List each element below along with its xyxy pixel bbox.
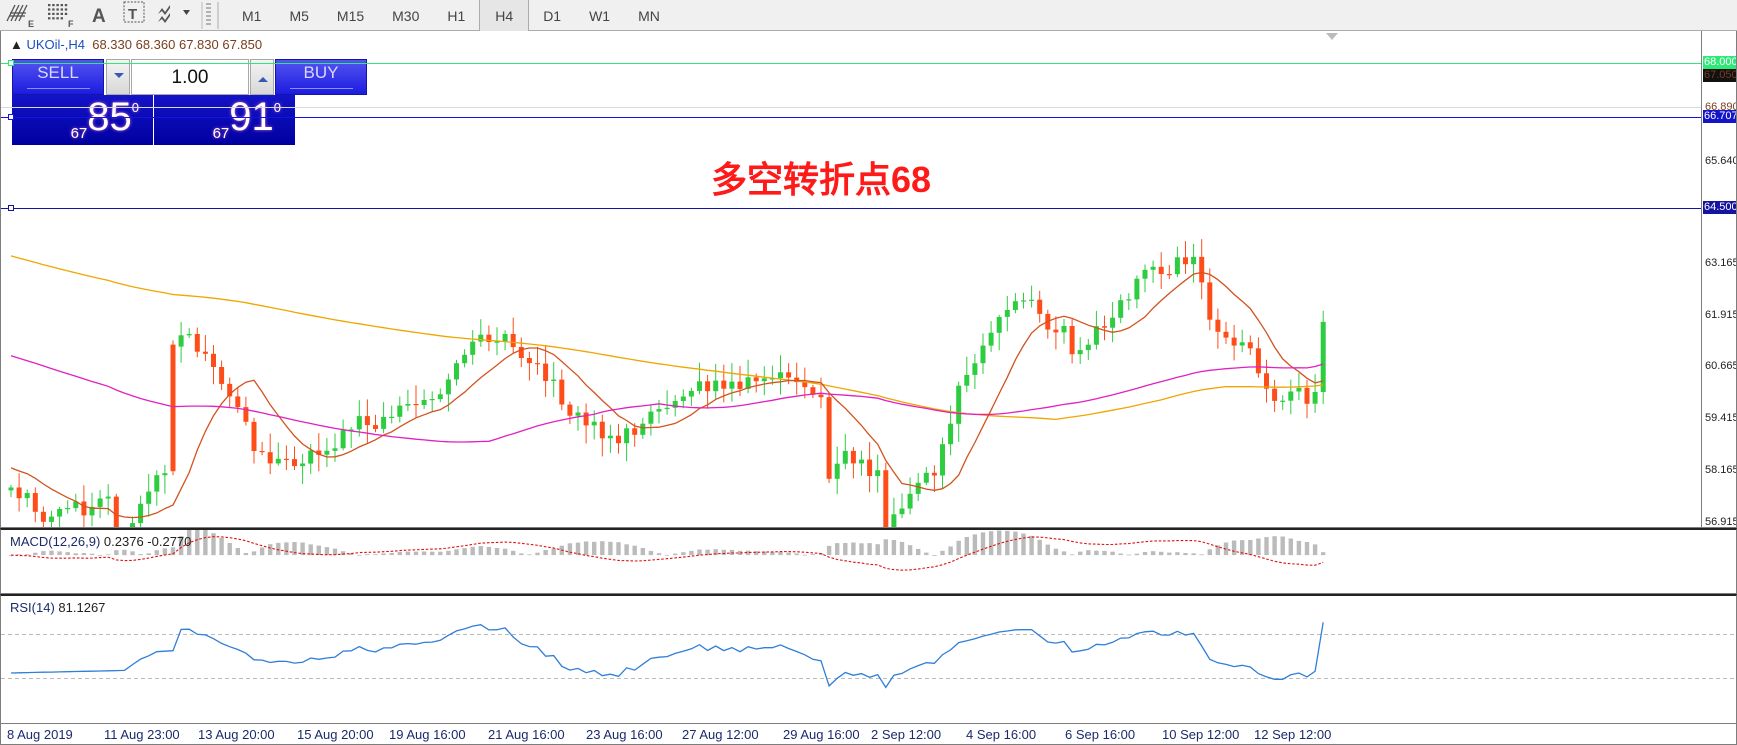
svg-text:E: E bbox=[28, 19, 34, 29]
svg-text:T: T bbox=[128, 6, 137, 23]
svg-text:F: F bbox=[68, 19, 74, 29]
svg-text:A: A bbox=[92, 6, 106, 27]
